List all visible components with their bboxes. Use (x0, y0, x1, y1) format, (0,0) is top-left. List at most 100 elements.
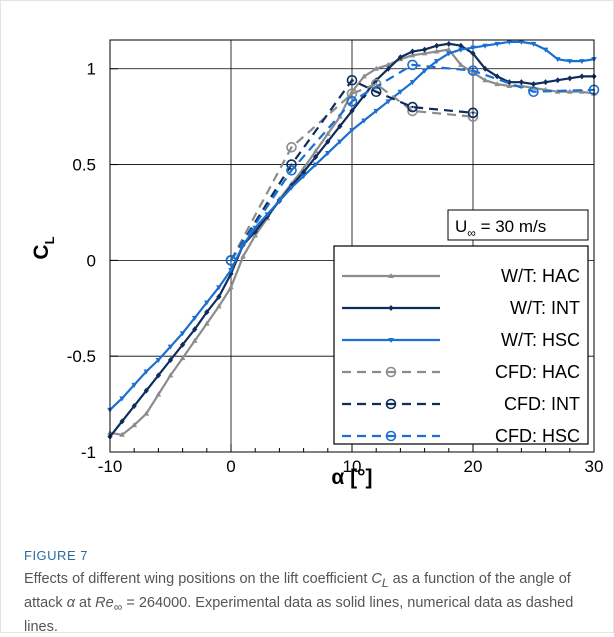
data-point-w-t-int (337, 123, 343, 130)
data-point-w-t-int (119, 418, 125, 425)
data-point-w-t-hsc (204, 300, 210, 306)
data-point-w-t-int (543, 79, 549, 86)
data-point-w-t-hsc (179, 331, 186, 337)
legend-label: CFD: HAC (495, 362, 580, 382)
data-point-w-t-hsc (143, 369, 150, 375)
y-tick-label: -1 (81, 443, 96, 462)
tick-layer: -10 0 10 20 30 -1 -0.5 0 0.5 1 (67, 60, 604, 476)
data-point-cfd-hsc (528, 86, 539, 98)
data-point-w-t-hac (554, 88, 561, 94)
x-tick-label: 20 (464, 457, 483, 476)
data-point-w-t-int (567, 75, 573, 82)
data-point-w-t-hsc (470, 45, 476, 51)
data-point-cfd-hsc (225, 255, 237, 266)
data-point-w-t-int (180, 341, 186, 348)
x-tick-label: 10 (343, 457, 362, 476)
legend-entry-cfd-int: CFD: INT (342, 394, 580, 414)
y-tick-label: 0.5 (72, 156, 96, 175)
data-point-w-t-int (518, 79, 524, 86)
data-point-w-t-hsc (409, 80, 416, 86)
data-point-w-t-hac (131, 422, 137, 428)
data-point-w-t-int (131, 403, 137, 410)
data-point-cfd-hsc (407, 59, 418, 71)
data-point-w-t-hac (506, 82, 513, 88)
data-point-w-t-hsc (433, 59, 440, 65)
data-point-w-t-hac (373, 65, 379, 71)
data-point-w-t-hsc (155, 358, 162, 364)
data-point-w-t-int (482, 65, 488, 72)
data-point-cfd-hac (346, 88, 358, 99)
data-point-w-t-hac (482, 77, 488, 83)
data-point-w-t-int (349, 107, 355, 114)
data-point-w-t-int (204, 309, 210, 316)
legend-marker (388, 338, 394, 343)
data-point-w-t-hsc (264, 212, 271, 218)
x-tick-label: -10 (98, 457, 123, 476)
data-point-w-t-int (385, 65, 391, 72)
data-point-w-t-hac (567, 88, 573, 94)
legend-entry-cfd-hsc: CFD: HSC (342, 426, 580, 446)
data-point-w-t-hac (228, 284, 234, 290)
legend-label: W/T: HAC (501, 266, 580, 286)
y-tick-label: 0 (87, 251, 96, 270)
legend-marker (385, 366, 397, 378)
data-point-w-t-int (143, 387, 149, 394)
data-point-w-t-hsc (216, 285, 222, 291)
data-point-w-t-int (446, 40, 452, 47)
data-point-w-t-hac (446, 46, 452, 52)
data-point-w-t-hac (433, 48, 440, 54)
data-point-w-t-hsc (397, 89, 404, 95)
lift-coefficient-chart: -10 0 10 20 30 -1 -0.5 0 0.5 1 α [°] CL U∞ = 30 m… (30, 39, 604, 489)
velocity-annotation: U∞ = 30 m/s (447, 209, 589, 241)
data-point-w-t-hac (579, 88, 585, 94)
data-point-w-t-hsc (228, 267, 234, 273)
legend-marker (388, 305, 394, 311)
data-point-w-t-hac (216, 303, 222, 309)
data-point-w-t-hac (458, 61, 464, 67)
data-point-w-t-int (409, 48, 416, 55)
data-point-w-t-hac (252, 232, 258, 238)
data-point-w-t-int (361, 92, 367, 99)
data-point-w-t-int (216, 293, 222, 300)
series-cfd-int (225, 74, 479, 266)
y-tick-label: 1 (87, 60, 96, 79)
data-point-w-t-hac (494, 81, 500, 87)
data-point-w-t-int (155, 372, 161, 379)
legend-entry-w-t-hac: W/T: HAC (342, 266, 580, 286)
data-point-w-t-hsc (119, 396, 125, 402)
data-point-w-t-hsc (458, 47, 464, 53)
data-point-w-t-hsc (542, 47, 549, 53)
data-point-w-t-hsc (167, 344, 174, 350)
data-point-w-t-hsc (554, 57, 561, 63)
data-point-cfd-int (407, 101, 418, 113)
data-point-w-t-hac (155, 391, 162, 397)
x-axis-label: α [°] (331, 466, 372, 489)
legend-marker (385, 430, 397, 442)
x-tick-label: 0 (226, 457, 235, 476)
data-point-cfd-hsc (467, 65, 479, 76)
data-point-w-t-hsc (191, 315, 198, 321)
data-point-cfd-hsc (286, 165, 297, 176)
data-point-cfd-hsc (346, 96, 358, 107)
data-point-w-t-int (192, 326, 198, 333)
data-point-w-t-hsc (530, 41, 537, 47)
data-point-w-t-hsc (325, 151, 331, 157)
data-point-w-t-hac (240, 253, 246, 259)
data-point-w-t-int (325, 138, 331, 145)
data-point-w-t-hsc (494, 41, 500, 47)
data-point-w-t-hac (470, 69, 476, 75)
data-point-w-t-hac (312, 148, 319, 154)
legend-entry-cfd-hac: CFD: HAC (342, 362, 580, 382)
data-point-w-t-hac (119, 431, 125, 437)
data-point-w-t-hsc (349, 128, 355, 134)
data-point-w-t-hsc (361, 118, 367, 124)
data-point-w-t-hsc (482, 43, 488, 49)
data-point-w-t-hac (325, 130, 331, 136)
data-point-w-t-int (434, 42, 440, 49)
legend-marker (385, 398, 397, 410)
legend-entry-w-t-int: W/T: INT (342, 298, 580, 318)
series-layer (107, 39, 600, 440)
velocity-annotation-frame (447, 209, 589, 241)
data-point-w-t-int (313, 153, 319, 160)
data-point-w-t-hac (191, 337, 198, 343)
